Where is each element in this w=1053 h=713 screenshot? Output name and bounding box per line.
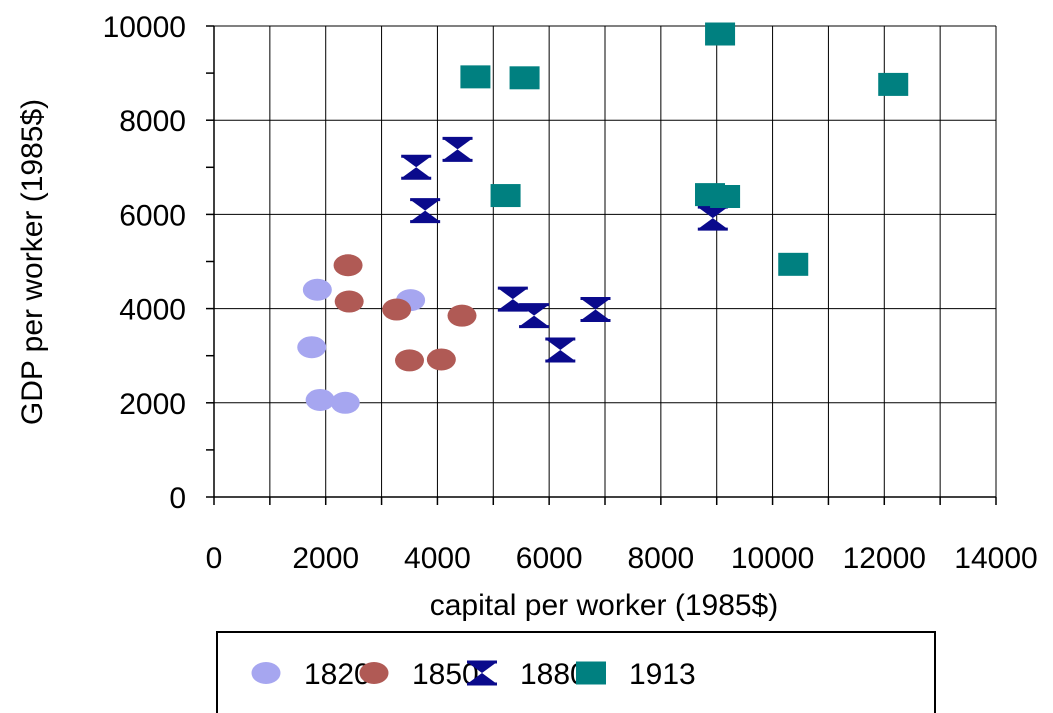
- data-point-1913: [460, 65, 491, 89]
- hourglass-top: [467, 662, 497, 673]
- hourglass-top: [545, 339, 576, 351]
- legend-marker-1880: [467, 660, 497, 686]
- data-point-1880: [545, 337, 576, 363]
- y-tick-label: 0: [169, 482, 186, 515]
- data-point-1913: [509, 66, 540, 90]
- legend: 1820 1850 1880 1913: [216, 631, 936, 713]
- data-point-1913: [778, 252, 809, 276]
- y-tick-label: 10000: [103, 11, 186, 44]
- data-point-1850: [395, 349, 424, 372]
- legend-marker-1913: [576, 661, 606, 685]
- data-point-1850: [334, 290, 364, 313]
- x-tick-label: 2000: [292, 542, 359, 575]
- hourglass-bottom: [545, 350, 576, 362]
- hourglass-top: [519, 304, 550, 316]
- hourglass-bottom: [442, 149, 473, 161]
- y-tick-label: 8000: [119, 105, 186, 138]
- hourglass-bottom: [410, 210, 441, 222]
- data-point-1880: [497, 286, 528, 312]
- hourglass-bottom: [519, 315, 550, 327]
- data-point-1880: [442, 136, 473, 162]
- y-tick-label: 6000: [119, 199, 186, 232]
- x-axis-title: capital per worker (1985$): [430, 589, 779, 622]
- legend-label-1913: 1913: [629, 658, 696, 691]
- x-tick-label: 10000: [731, 542, 814, 575]
- data-points: [297, 22, 909, 414]
- hourglass-bottom: [401, 167, 432, 179]
- hourglass-top: [697, 207, 728, 219]
- y-tick-label: 2000: [119, 388, 186, 421]
- data-point-1850: [426, 348, 456, 371]
- x-tick-label: 12000: [843, 542, 926, 575]
- data-point-1880: [697, 205, 728, 231]
- data-point-1880: [580, 297, 611, 323]
- x-tick-label: 6000: [516, 542, 583, 575]
- data-point-1913: [705, 22, 736, 46]
- axes: [206, 25, 997, 505]
- hourglass-bottom: [467, 673, 497, 684]
- data-point-1820: [297, 336, 327, 359]
- hourglass-top: [497, 288, 528, 300]
- legend-items: 1820 1850 1880 1913: [251, 658, 696, 691]
- data-point-1820: [305, 388, 335, 411]
- x-tick-label: 0: [206, 542, 223, 575]
- data-point-1913: [490, 184, 521, 208]
- data-point-1880: [410, 198, 441, 224]
- data-point-1880: [519, 303, 550, 329]
- hourglass-top: [580, 298, 611, 310]
- data-point-1850: [333, 254, 363, 277]
- legend-marker-1850: [359, 662, 389, 684]
- data-point-1913: [710, 185, 741, 209]
- data-point-1850: [382, 298, 412, 321]
- x-tick-label: 14000: [954, 542, 1037, 575]
- data-point-1913: [878, 72, 909, 96]
- hourglass-top: [401, 156, 432, 168]
- data-point-1820: [302, 278, 332, 301]
- gridlines: [214, 25, 997, 497]
- y-axis-title: GDP per worker (1985$): [16, 99, 49, 425]
- x-tick-label: 4000: [404, 542, 471, 575]
- legend-marker-1820: [251, 662, 281, 684]
- hourglass-bottom: [697, 218, 728, 230]
- data-point-1820: [330, 391, 360, 414]
- hourglass-bottom: [580, 309, 611, 321]
- data-point-1850: [447, 304, 477, 327]
- hourglass-top: [410, 199, 441, 211]
- tick-labels: 0 2000 4000 6000 8000 10000 0 2000 4000 6000 8000 1…: [103, 11, 1038, 575]
- legend-label-1880: 1880: [520, 658, 587, 691]
- legend-label-1820: 1820: [304, 658, 371, 691]
- data-point-1880: [401, 154, 432, 180]
- y-tick-label: 4000: [119, 294, 186, 327]
- x-tick-label: 8000: [627, 542, 694, 575]
- hourglass-bottom: [497, 299, 528, 311]
- hourglass-top: [442, 138, 473, 150]
